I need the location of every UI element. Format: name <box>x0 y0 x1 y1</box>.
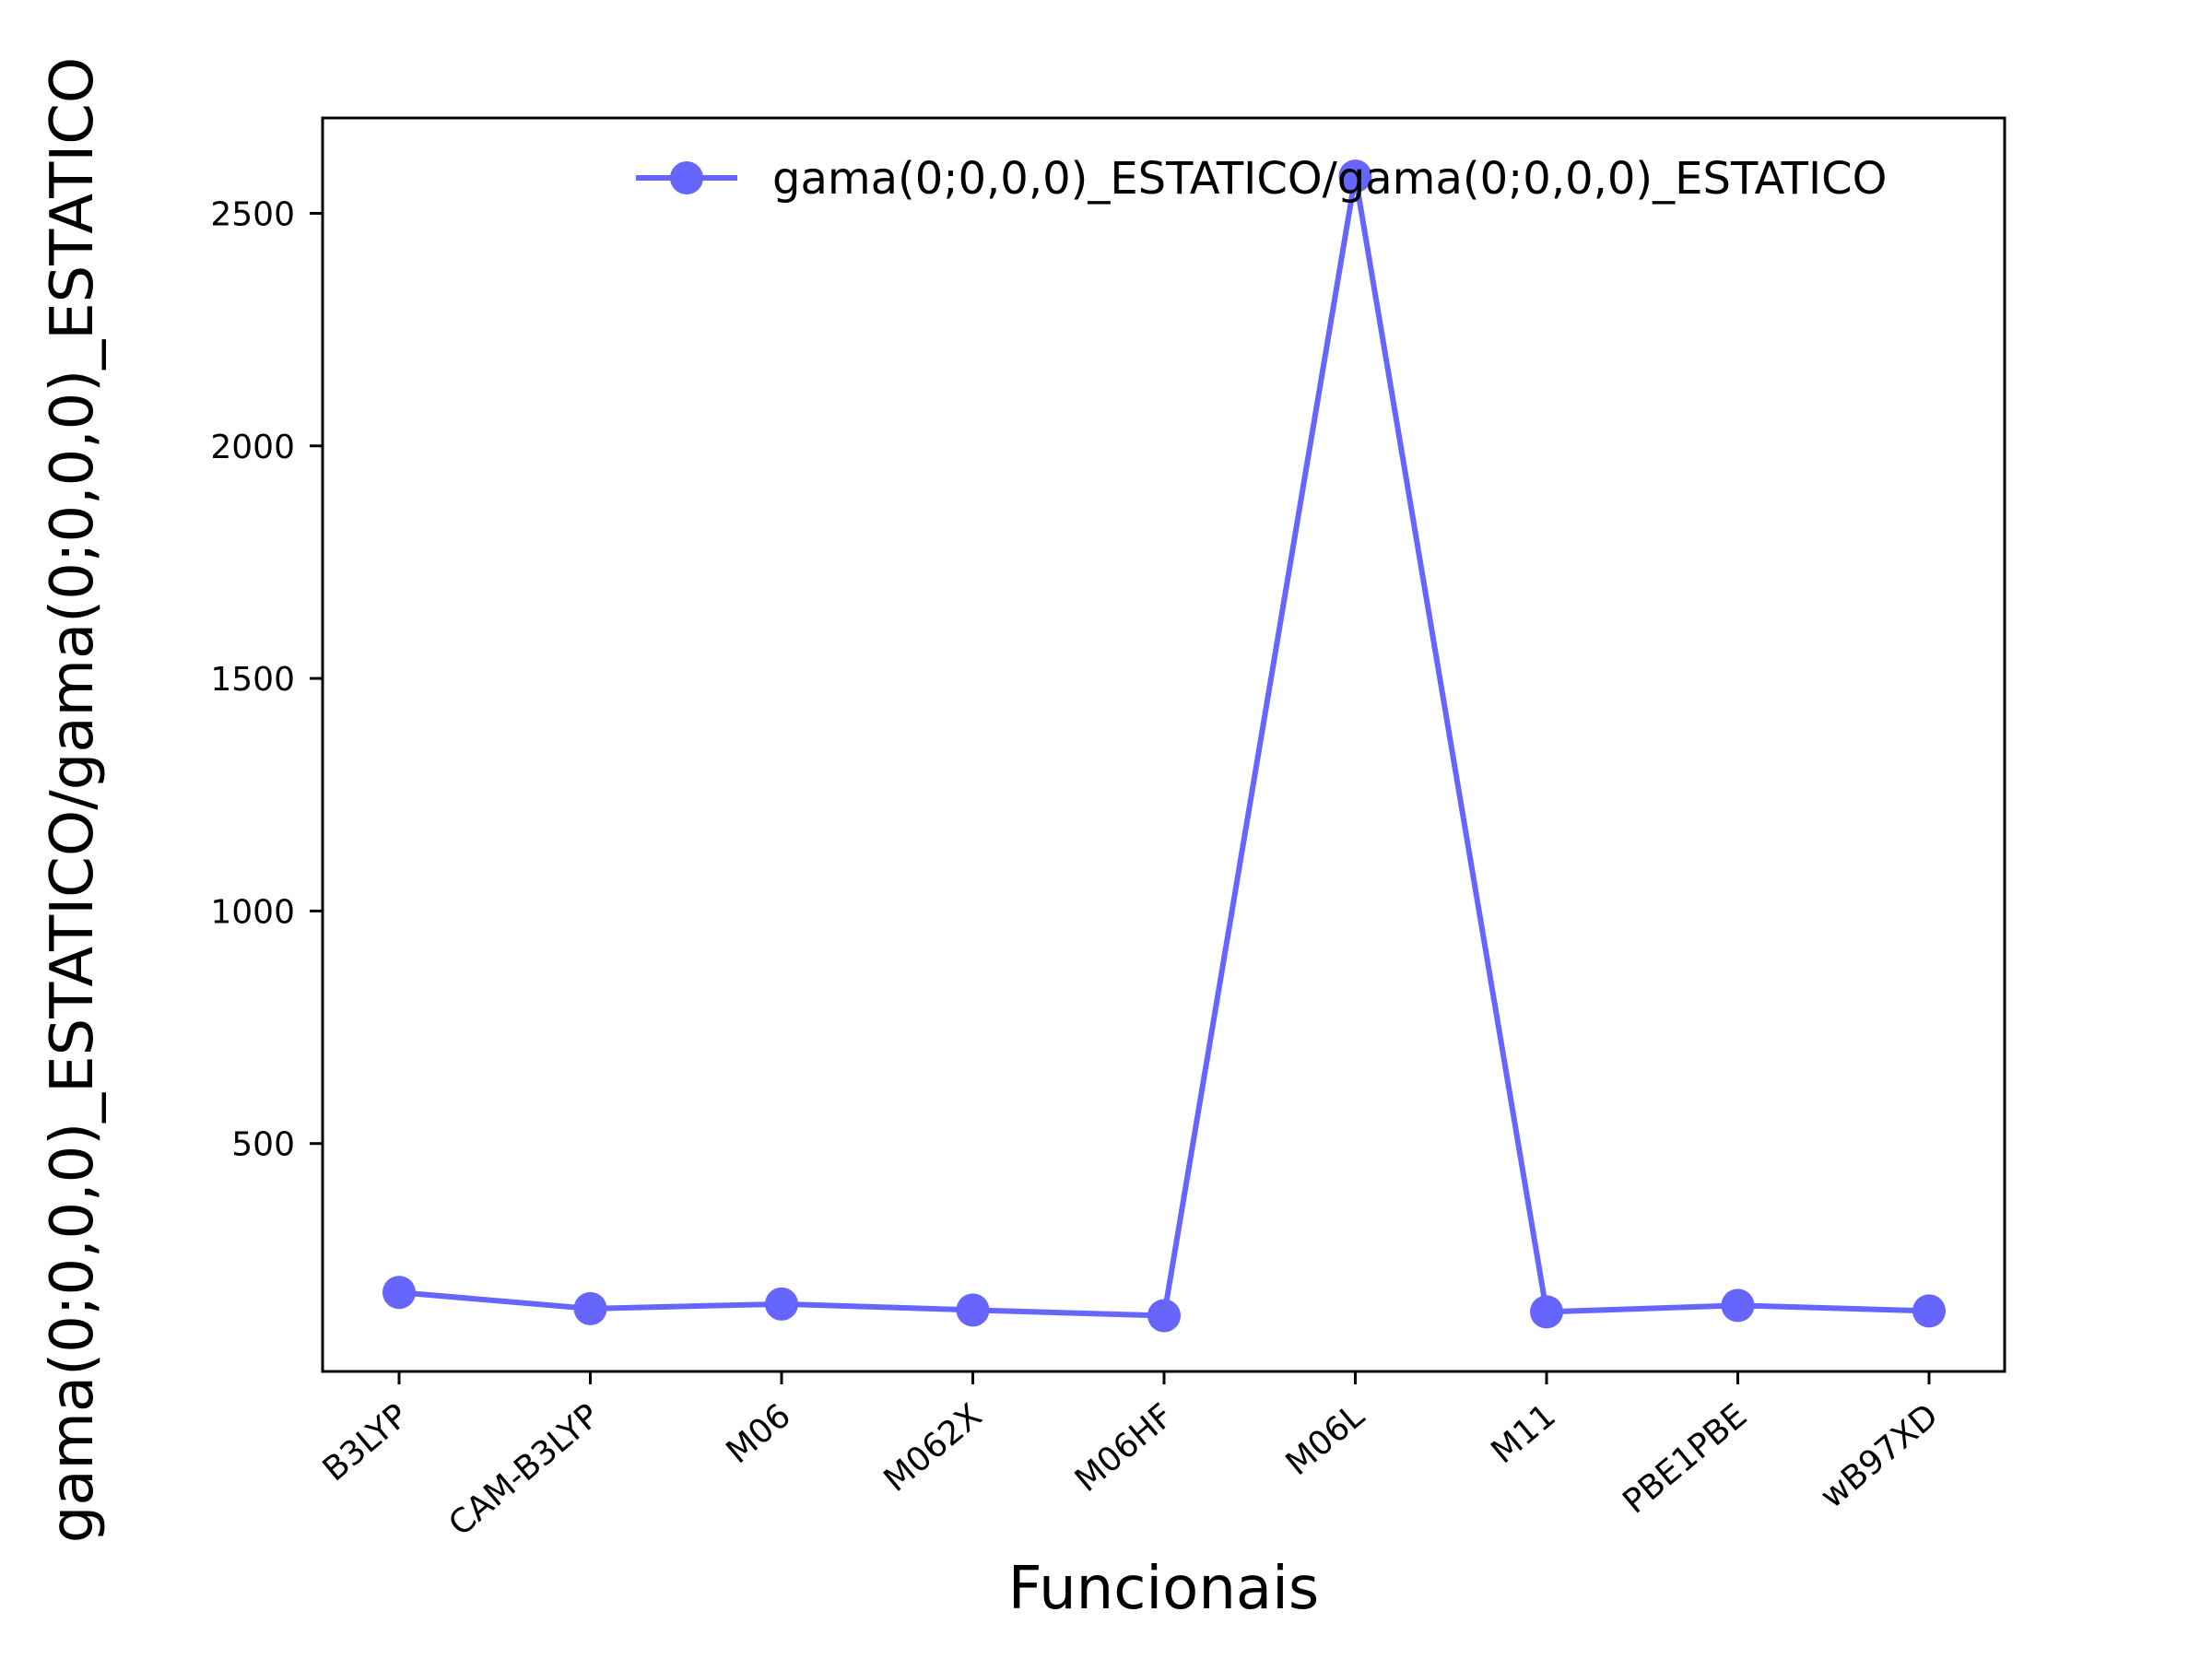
y-tick-label: 500 <box>231 1126 295 1164</box>
data-point-m062x <box>956 1293 990 1327</box>
data-point-pbe1pbe <box>1721 1288 1755 1323</box>
data-point-m06hf <box>1147 1299 1181 1333</box>
y-tick-label: 2000 <box>210 429 295 466</box>
legend: gama(0;0,0,0)_ESTATICO/gama(0;0,0,0)_EST… <box>636 153 1887 205</box>
data-point-m06 <box>765 1287 798 1321</box>
y-tick-label: 1500 <box>210 661 295 699</box>
y-tick-label: 2500 <box>210 195 295 233</box>
data-point-b3lyp <box>382 1276 416 1310</box>
data-point-wb97xd <box>1912 1294 1946 1328</box>
y-axis: 500 1000 1500 2000 2500 <box>210 195 323 1164</box>
legend-label: gama(0;0,0,0)_ESTATICO/gama(0;0,0,0)_EST… <box>772 153 1887 205</box>
x-axis-label: Funcionais <box>1008 1555 1319 1623</box>
data-point-m06l <box>1338 159 1372 194</box>
data-point-m11 <box>1530 1295 1563 1329</box>
data-point-cam-b3lyp <box>573 1291 607 1325</box>
legend-dot-marker <box>670 161 703 194</box>
y-axis-label: gama(0;0,0,0)_ESTATICO/gama(0;0,0,0)_EST… <box>39 57 107 1544</box>
y-tick-label: 1000 <box>210 893 295 931</box>
plot-layer <box>382 159 1946 1333</box>
